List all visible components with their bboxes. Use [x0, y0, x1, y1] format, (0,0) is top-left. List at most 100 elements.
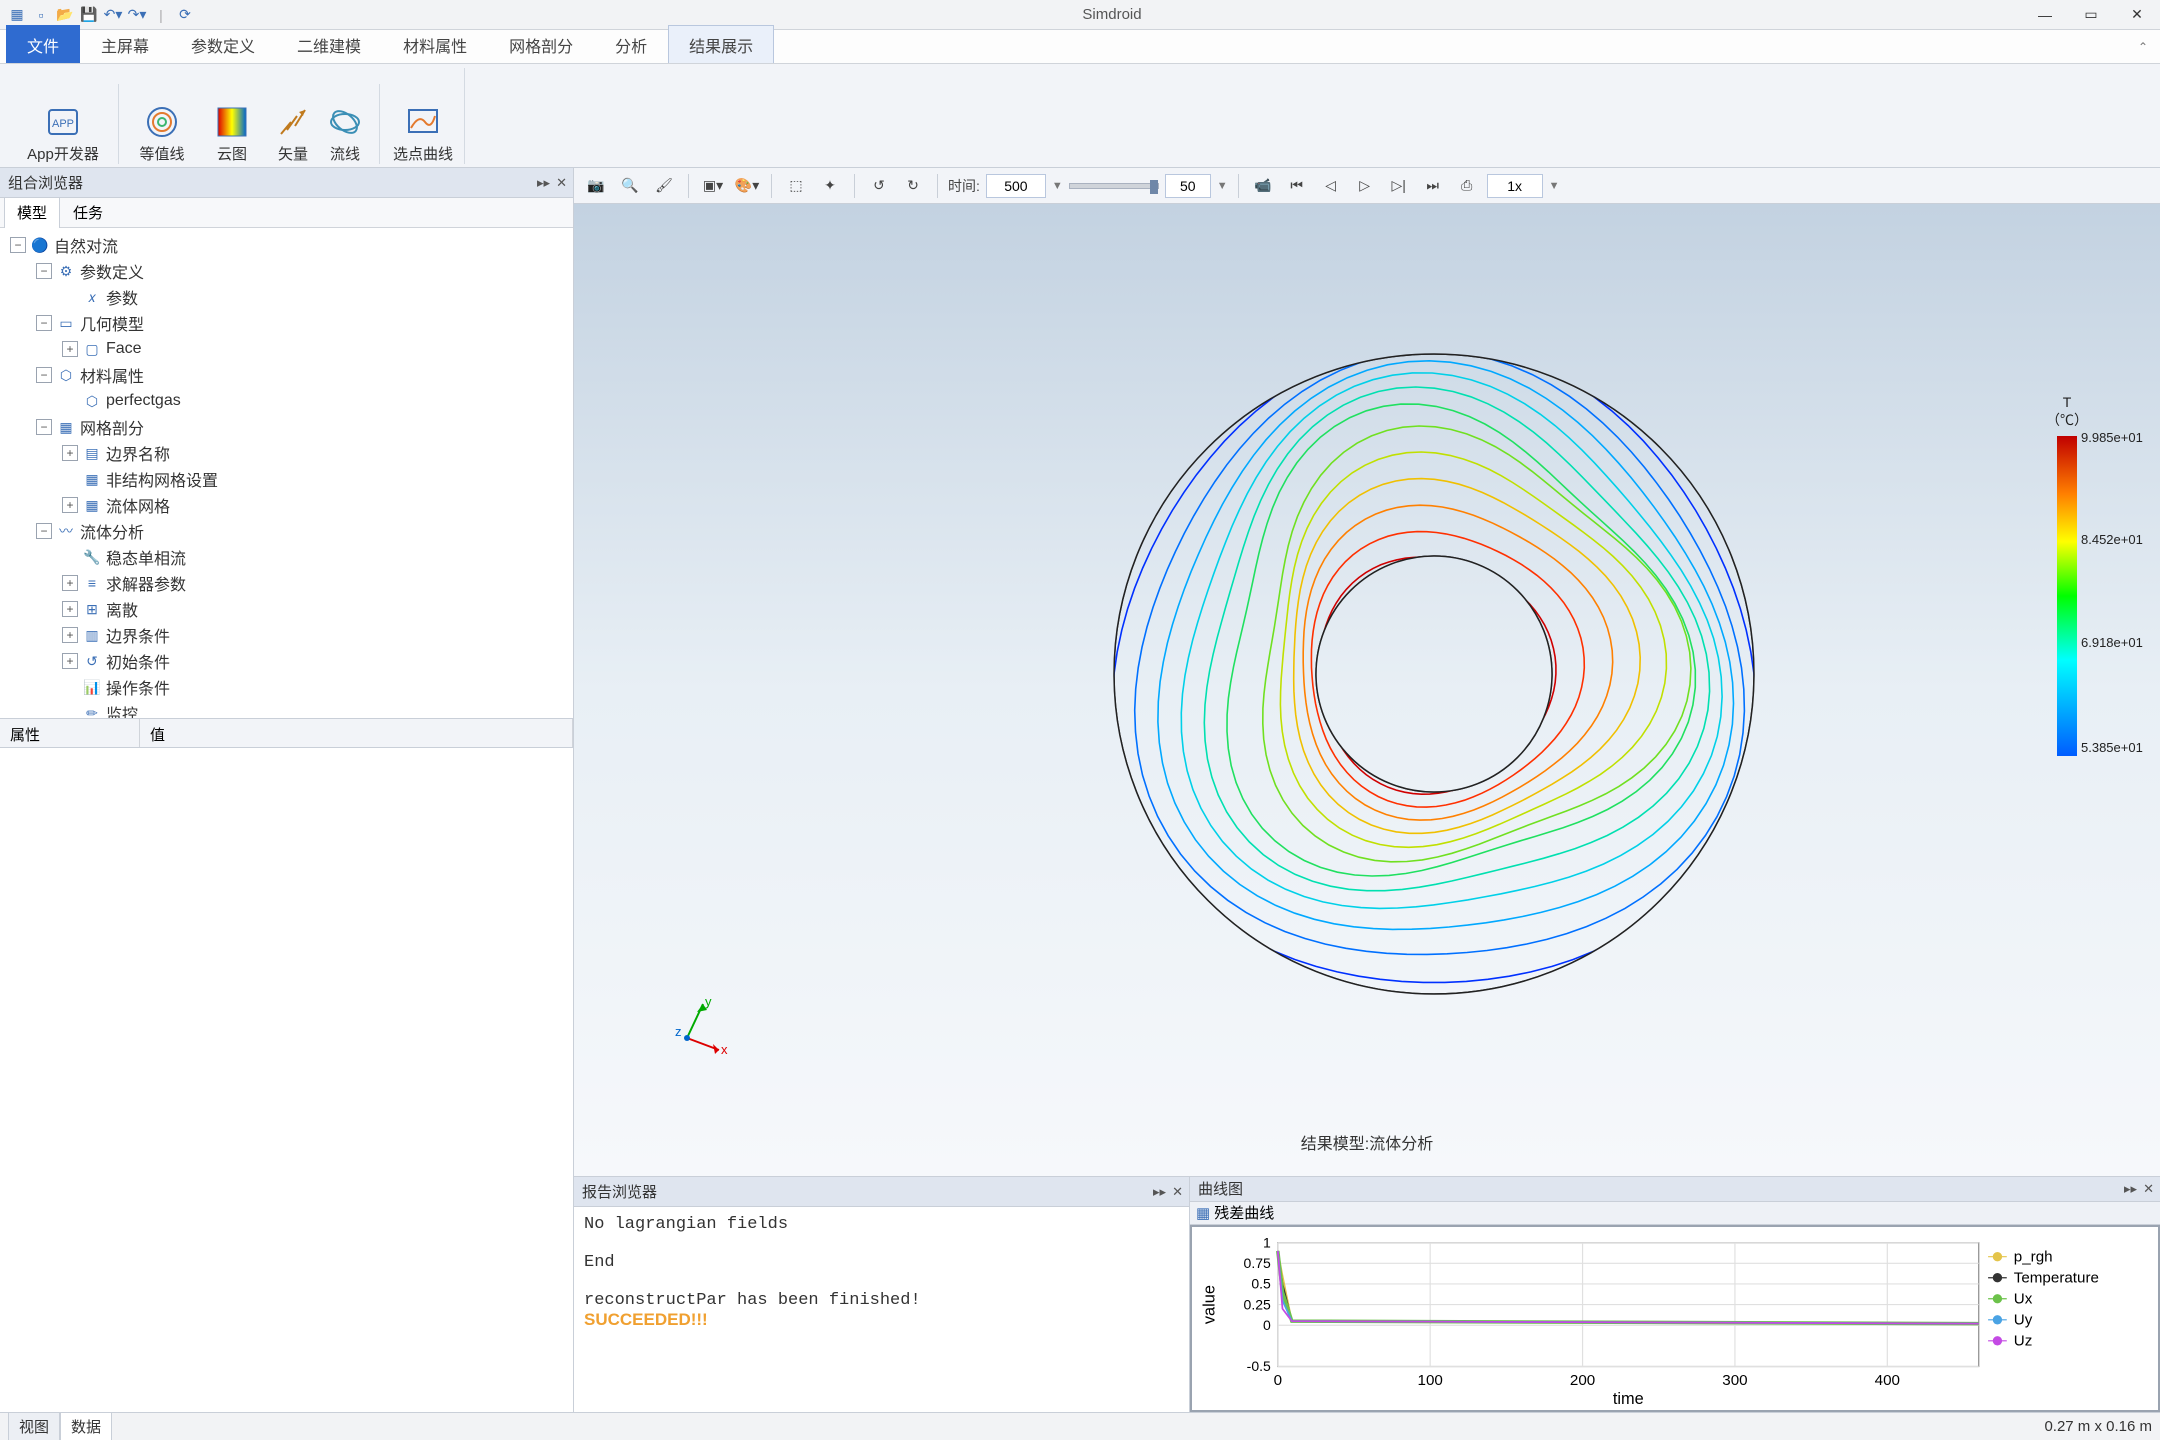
ribbon-btn-cloud[interactable]: 云图 [199, 96, 265, 163]
left-subtab-0[interactable]: 模型 [4, 196, 60, 229]
ribbon-tab-5[interactable]: 分析 [594, 25, 668, 63]
tree-node-7[interactable]: −▦网格剖分 [2, 414, 571, 440]
status-tab-1[interactable]: 数据 [60, 1412, 112, 1440]
tree-node-11[interactable]: −〰流体分析 [2, 518, 571, 544]
statusbar-tabs: 视图数据 [8, 1412, 112, 1440]
axes-icon[interactable]: ✦ [816, 172, 844, 200]
viewport-3d[interactable]: 结果模型:流体分析 T （℃） 9.985e+018.452e+016.918e… [574, 204, 2160, 1176]
svg-text:100: 100 [1418, 1372, 1443, 1389]
speed-input[interactable] [1487, 174, 1543, 198]
tree-node-14[interactable]: +⊞离散 [2, 596, 571, 622]
ribbon-tab-6[interactable]: 结果展示 [668, 25, 774, 63]
report-pane: 报告浏览器 ▸▸✕ No lagrangian fields End recon… [574, 1177, 1190, 1412]
brush-icon[interactable]: 🖌 [650, 172, 678, 200]
close-button[interactable]: ✕ [2114, 0, 2160, 30]
model-tree[interactable]: −🔵自然对流−⚙参数定义𝑥参数−▭几何模型+▢Face−⬡材料属性⬡perfec… [0, 228, 573, 718]
prop-col-name: 属性 [0, 719, 140, 747]
last-frame-icon[interactable]: ⏭ [1419, 172, 1447, 200]
ribbon-body: APPApp开发器等值线云图矢量流线选点曲线 [0, 64, 2160, 168]
undo-icon[interactable]: ↶▾ [104, 6, 122, 24]
report-pin-icon[interactable]: ▸▸ [1153, 1184, 1166, 1200]
select-icon[interactable]: ⬚ [782, 172, 810, 200]
open-icon[interactable]: 📂 [56, 6, 74, 24]
ribbon-btn-pickcurve[interactable]: 选点曲线 [390, 96, 456, 163]
svg-text:Uy: Uy [2014, 1311, 2033, 1328]
export-icon[interactable]: ⎙ [1453, 172, 1481, 200]
tree-node-3[interactable]: −▭几何模型 [2, 310, 571, 336]
left-panel-title: 组合浏览器 [8, 172, 83, 193]
viewport-caption: 结果模型:流体分析 [1301, 1130, 1433, 1154]
report-log[interactable]: No lagrangian fields End reconstructPar … [574, 1207, 1189, 1412]
ribbon-btn-app[interactable]: APPApp开发器 [18, 96, 108, 163]
redo-icon[interactable]: ↷▾ [128, 6, 146, 24]
ribbon-tab-4[interactable]: 网格剖分 [488, 25, 594, 63]
play-icon[interactable]: ▷ [1351, 172, 1379, 200]
color-legend: T （℃） 9.985e+018.452e+016.918e+015.385e+… [2002, 394, 2132, 762]
next-frame-icon[interactable]: ▷| [1385, 172, 1413, 200]
svg-text:p_rgh: p_rgh [2014, 1248, 2053, 1265]
time-input[interactable] [986, 174, 1046, 198]
tree-node-4[interactable]: +▢Face [2, 336, 571, 362]
step-input[interactable] [1165, 174, 1211, 198]
new-icon[interactable]: ▫ [32, 6, 50, 24]
save-icon[interactable]: 💾 [80, 6, 98, 24]
tab-file[interactable]: 文件 [6, 25, 80, 63]
svg-text:Temperature: Temperature [2014, 1269, 2099, 1286]
svg-text:0.25: 0.25 [1244, 1296, 1271, 1312]
tree-node-15[interactable]: +▥边界条件 [2, 622, 571, 648]
tree-node-17[interactable]: 📊操作条件 [2, 674, 571, 700]
tree-node-0[interactable]: −🔵自然对流 [2, 232, 571, 258]
report-close-icon[interactable]: ✕ [1172, 1184, 1183, 1200]
time-label: 时间: [948, 176, 980, 196]
svg-text:value: value [1201, 1285, 1219, 1324]
cube-icon[interactable]: ▣▾ [699, 172, 727, 200]
svg-text:400: 400 [1875, 1372, 1900, 1389]
svg-text:Uz: Uz [2014, 1332, 2033, 1349]
panel-close-icon[interactable]: ✕ [556, 175, 567, 191]
chart-pin-icon[interactable]: ▸▸ [2124, 1181, 2137, 1197]
time-slider[interactable] [1069, 183, 1159, 189]
svg-text:APP: APP [52, 118, 74, 130]
status-tab-0[interactable]: 视图 [8, 1412, 60, 1440]
chart-header: 曲线图 ▸▸✕ [1190, 1177, 2160, 1202]
ribbon-tab-3[interactable]: 材料属性 [382, 25, 488, 63]
record-icon[interactable]: 📹 [1249, 172, 1277, 200]
chart-tab-label[interactable]: 残差曲线 [1214, 1202, 1274, 1223]
tree-node-1[interactable]: −⚙参数定义 [2, 258, 571, 284]
app-logo-icon: ▦ [8, 6, 26, 24]
maximize-button[interactable]: ▭ [2068, 0, 2114, 30]
first-frame-icon[interactable]: ⏮ [1283, 172, 1311, 200]
tree-node-8[interactable]: +▤边界名称 [2, 440, 571, 466]
tree-node-12[interactable]: 🔧稳态单相流 [2, 544, 571, 570]
rotate-ccw-icon[interactable]: ↺ [865, 172, 893, 200]
statusbar-dims: 0.27 m x 0.16 m [2044, 1418, 2152, 1435]
collapse-ribbon-icon[interactable]: ⌃ [2138, 40, 2148, 54]
tree-node-9[interactable]: ▦非结构网格设置 [2, 466, 571, 492]
zoom-icon[interactable]: 🔍 [616, 172, 644, 200]
legend-colorbar: 9.985e+018.452e+016.918e+015.385e+01 [2057, 436, 2077, 756]
ribbon-btn-vector[interactable]: 矢量 [269, 96, 317, 163]
tree-node-5[interactable]: −⬡材料属性 [2, 362, 571, 388]
tree-node-10[interactable]: +▦流体网格 [2, 492, 571, 518]
tree-node-16[interactable]: +↺初始条件 [2, 648, 571, 674]
ribbon-btn-stream[interactable]: 流线 [321, 96, 369, 163]
property-grid-header: 属性 值 [0, 718, 573, 748]
refresh-icon[interactable]: ⟳ [176, 6, 194, 24]
ribbon-tab-0[interactable]: 主屏幕 [80, 25, 170, 63]
prev-frame-icon[interactable]: ◁ [1317, 172, 1345, 200]
tree-node-2[interactable]: 𝑥参数 [2, 284, 571, 310]
colorcube-icon[interactable]: 🎨▾ [733, 172, 761, 200]
ribbon-tab-2[interactable]: 二维建模 [276, 25, 382, 63]
tree-node-6[interactable]: ⬡perfectgas [2, 388, 571, 414]
tree-node-18[interactable]: ✏监控 [2, 700, 571, 718]
minimize-button[interactable]: — [2022, 0, 2068, 30]
left-subtab-1[interactable]: 任务 [60, 196, 116, 229]
ribbon-btn-contour[interactable]: 等值线 [129, 96, 195, 163]
tree-node-13[interactable]: +≡求解器参数 [2, 570, 571, 596]
ribbon-tab-1[interactable]: 参数定义 [170, 25, 276, 63]
panel-pin-icon[interactable]: ▸▸ [537, 175, 550, 191]
chart-close-icon[interactable]: ✕ [2143, 1181, 2154, 1197]
snapshot-icon[interactable]: 📷 [582, 172, 610, 200]
rotate-cw-icon[interactable]: ↻ [899, 172, 927, 200]
viewport-toolbar: 📷 🔍 🖌 ▣▾ 🎨▾ ⬚ ✦ ↺ ↻ 时间: ▼ ▼ [574, 168, 2160, 204]
